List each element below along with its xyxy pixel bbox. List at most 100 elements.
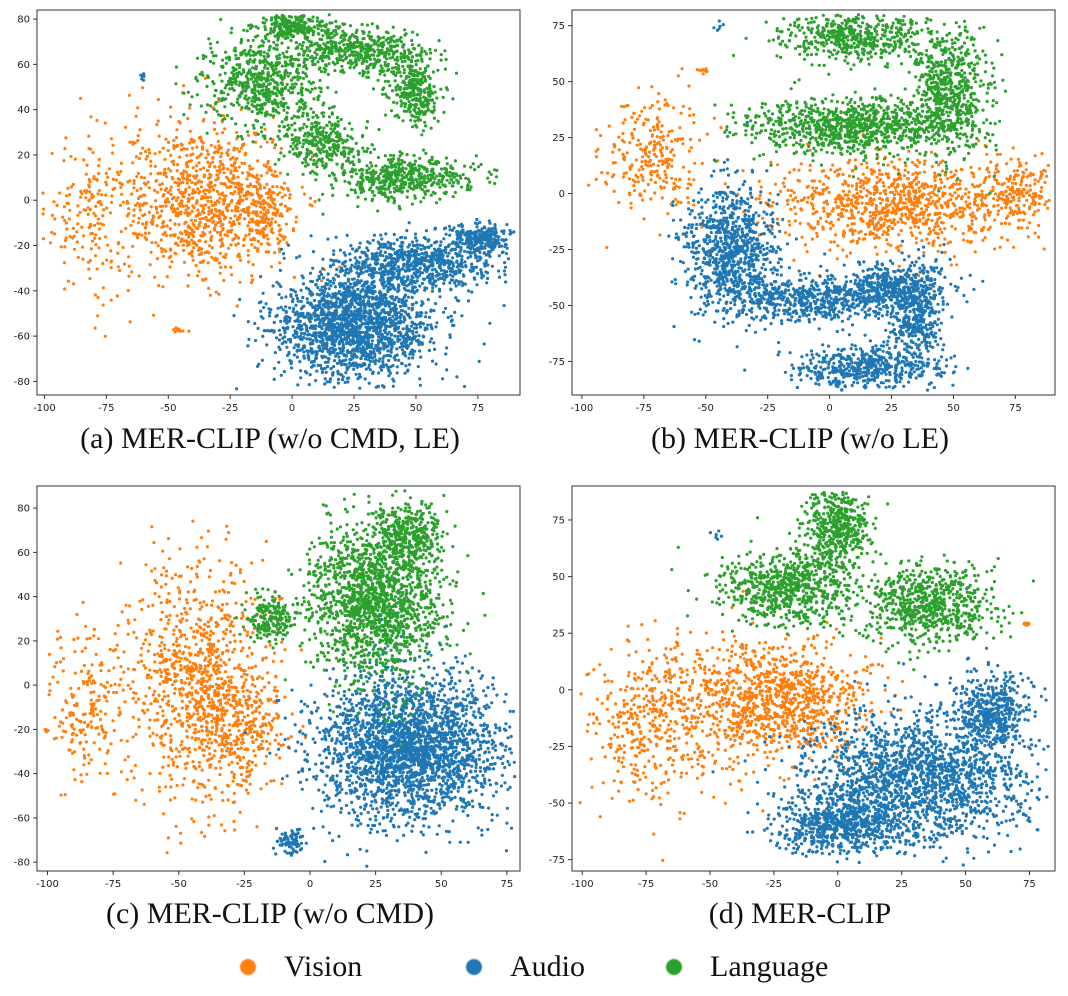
data-point: [185, 164, 189, 168]
data-point: [286, 105, 290, 110]
data-point: [164, 199, 168, 203]
data-point: [161, 221, 165, 225]
data-point: [340, 266, 344, 270]
data-point: [166, 148, 170, 153]
data-point: [406, 260, 410, 264]
data-point: [260, 111, 264, 115]
data-point: [363, 331, 367, 335]
data-point: [216, 199, 220, 203]
data-point: [350, 263, 354, 267]
data-point: [425, 258, 429, 263]
data-point: [359, 357, 363, 361]
data-point: [207, 37, 211, 41]
data-point: [139, 175, 143, 179]
data-point: [169, 115, 173, 119]
data-point: [480, 276, 484, 280]
data-point: [396, 339, 400, 343]
data-point: [146, 180, 150, 184]
data-point: [187, 197, 191, 201]
data-point: [226, 153, 230, 157]
data-point: [411, 285, 415, 289]
data-point: [358, 334, 362, 338]
data-point: [309, 279, 313, 283]
data-point: [399, 334, 403, 338]
data-point: [423, 268, 427, 272]
data-point: [323, 366, 327, 370]
data-point: [333, 285, 337, 289]
data-point: [274, 336, 279, 340]
data-point: [237, 221, 241, 226]
data-point: [341, 343, 345, 347]
data-point: [462, 249, 467, 253]
data-point: [353, 309, 357, 313]
data-point: [121, 200, 125, 204]
data-point: [407, 314, 411, 318]
data-point: [431, 286, 435, 290]
data-point: [399, 51, 403, 56]
data-point: [505, 246, 509, 250]
data-point: [318, 78, 322, 83]
data-point: [346, 287, 350, 292]
data-point: [342, 43, 346, 47]
data-point: [260, 78, 264, 82]
data-point: [247, 96, 251, 100]
data-point: [395, 347, 399, 351]
data-point: [371, 254, 375, 258]
data-point: [267, 87, 271, 92]
data-point: [378, 296, 382, 300]
data-point: [298, 254, 302, 258]
data-point: [233, 166, 237, 170]
data-point: [174, 198, 179, 203]
data-point: [76, 204, 80, 208]
data-point: [426, 323, 430, 327]
data-point: [225, 176, 230, 180]
data-point: [263, 27, 268, 32]
data-point: [260, 39, 264, 43]
data-point: [349, 350, 353, 354]
data-point: [334, 273, 338, 277]
data-point: [310, 333, 314, 338]
data-point: [246, 77, 250, 81]
data-point: [276, 73, 280, 78]
data-point: [217, 97, 221, 101]
data-point: [185, 239, 189, 243]
data-point: [361, 299, 365, 303]
data-point: [132, 214, 136, 218]
data-point: [352, 367, 356, 371]
data-point: [434, 302, 438, 306]
data-point: [63, 146, 67, 151]
data-point: [148, 151, 152, 155]
data-point: [337, 333, 341, 337]
data-point: [86, 260, 91, 264]
data-point: [158, 204, 162, 208]
data-point: [417, 343, 421, 347]
data-point: [196, 187, 200, 191]
data-point: [308, 196, 313, 200]
data-point: [361, 271, 365, 275]
data-point: [263, 212, 267, 216]
data-point: [360, 330, 364, 334]
data-point: [355, 248, 359, 252]
data-point: [407, 263, 411, 267]
data-point: [181, 172, 185, 176]
data-point: [119, 230, 123, 234]
data-point: [354, 262, 358, 266]
data-point: [285, 209, 289, 213]
data-point: [361, 345, 365, 350]
data-point: [284, 21, 288, 25]
data-point: [387, 278, 391, 282]
data-point: [332, 252, 336, 256]
data-point: [249, 44, 253, 49]
data-point: [383, 245, 387, 249]
data-point: [390, 66, 395, 70]
data-point: [298, 27, 302, 31]
data-point: [76, 222, 80, 226]
data-point: [285, 321, 289, 325]
data-point: [464, 242, 468, 246]
data-point: [187, 329, 191, 333]
data-point: [413, 244, 418, 248]
data-point: [93, 223, 97, 227]
data-point: [192, 206, 196, 210]
data-point: [356, 278, 360, 282]
data-point: [323, 377, 327, 381]
